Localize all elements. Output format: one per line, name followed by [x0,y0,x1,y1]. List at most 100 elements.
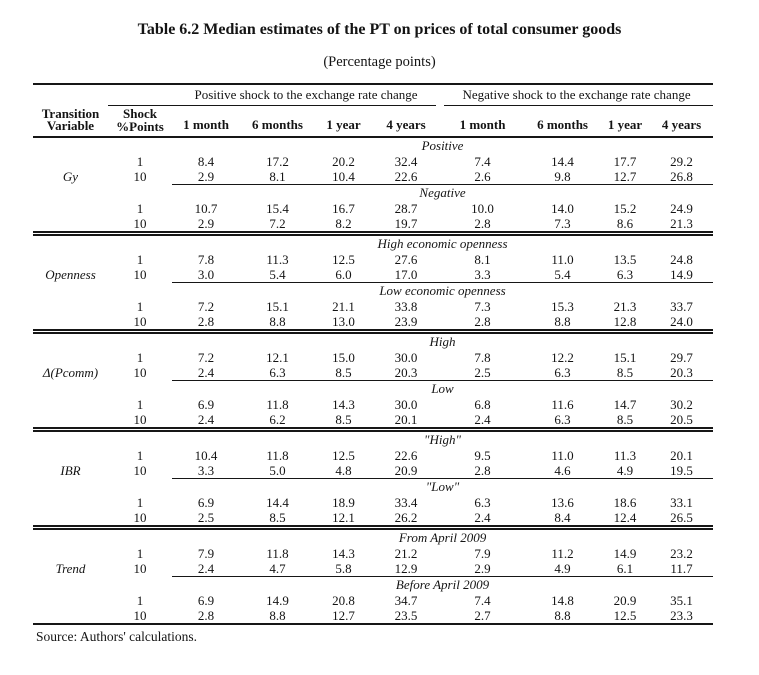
value-cell: 10.7 [194,201,218,216]
value-cell: 7.3 [474,299,491,314]
value-cell: 6.3 [525,412,601,432]
negative-shock-group-header: Negative shock to the exchange rate chan… [436,83,714,109]
value-cell: 18.6 [613,495,637,510]
table-subtitle: (Percentage points) [323,54,436,70]
column-header-row: Transition Variable Shock %Points 1 mont… [33,105,714,138]
variable-cell: Openness [45,267,96,283]
data-row: Openness 10 3.0 5.4 6.0 17.0 3.3 5.4 6.3 14.9 [33,267,714,283]
value-cell: 20.2 [332,154,355,169]
value-cell: 6.3 [474,495,491,510]
value-cell: 23.9 [372,314,441,334]
block-label: Low economic openness [379,283,506,298]
value-cell: 29.2 [670,154,693,169]
value-cell: 12.1 [315,510,372,530]
variable-cell [33,608,108,625]
block-label-row: "High" [33,430,713,449]
value-cell: 26.5 [650,510,714,530]
value-cell: 6.2 [240,412,315,432]
value-cell: 23.2 [670,546,693,561]
variable-cell [33,448,108,463]
value-cell: 35.1 [670,593,693,608]
value-cell: 8.2 [315,216,372,236]
variable-cell [33,510,108,530]
value-cell: 23.3 [650,608,714,625]
value-cell: 11.3 [266,252,289,267]
value-cell: 22.6 [372,169,441,185]
value-cell: 30.2 [670,397,693,412]
value-cell: 14.4 [551,154,574,169]
value-cell: 14.0 [551,201,574,216]
value-cell: 12.5 [332,448,355,463]
shock-cell: 10 [108,412,172,432]
block-label-row: Low economic openness [33,283,713,300]
value-cell: 14.9 [650,267,714,283]
value-cell: 34.7 [394,593,418,608]
block-label-row: Negative [33,185,713,202]
value-cell: 9.5 [474,448,491,463]
value-cell: 7.4 [474,154,491,169]
value-cell: 15.2 [613,201,637,216]
shock-cell: 1 [136,546,144,561]
shock-cell: 10 [108,314,172,334]
value-cell: 33.8 [394,299,418,314]
value-cell: 2.5 [440,365,526,381]
value-cell: 11.7 [650,561,714,577]
value-cell: 15.0 [332,350,355,365]
value-cell: 12.8 [600,314,651,334]
value-cell: 11.8 [266,448,289,463]
value-cell: 26.8 [650,169,714,185]
col-header-positive-6-months: 6 months [240,105,315,138]
variable-cell: Δ(Pcomm) [42,365,99,381]
block-label-row: High economic openness [33,234,713,253]
value-cell: 27.6 [394,252,418,267]
variable-cell [33,593,108,608]
value-cell: 2.6 [440,169,526,185]
data-row: 10 2.8 8.8 12.7 23.5 2.7 8.8 12.5 23.3 [33,608,714,625]
value-cell: 17.2 [266,154,289,169]
value-cell: 11.3 [613,448,637,463]
value-cell: 14.9 [266,593,289,608]
value-cell: 14.9 [613,546,637,561]
value-cell: 12.1 [266,350,289,365]
source-note: Source: Authors' calculations. [36,629,198,644]
shock-cell: 1 [136,154,144,169]
data-row: 1 6.9 14.9 20.8 34.7 7.4 14.8 20.9 35.1 [33,593,713,608]
value-cell: 33.7 [670,299,693,314]
block-label-row: From April 2009 [33,528,713,547]
value-cell: 2.4 [440,510,526,530]
shock-cell: 10 [108,510,172,530]
col-header-positive-1-year: 1 year [315,105,372,138]
data-row: 10 2.5 8.5 12.1 26.2 2.4 8.4 12.4 26.5 [33,510,714,530]
value-cell: 5.0 [240,463,315,479]
spacer-cell [33,137,172,154]
variable-cell [33,412,108,432]
value-cell: 16.7 [332,201,355,216]
variable-cell [33,252,108,267]
data-row: 1 6.9 11.8 14.3 30.0 6.8 11.6 14.7 30.2 [33,397,713,412]
value-cell: 6.3 [525,365,601,381]
block-label: Low [431,381,454,396]
data-row: Δ(Pcomm) 10 2.4 6.3 8.5 20.3 2.5 6.3 8.5 20.3 [33,365,714,381]
block-label-row: High [33,332,713,351]
value-cell: 7.3 [525,216,601,236]
value-cell: 8.5 [315,412,372,432]
value-cell: 8.1 [474,252,491,267]
value-cell: 7.4 [474,593,491,608]
value-cell: 24.8 [670,252,693,267]
value-cell: 2.8 [440,463,526,479]
value-cell: 7.8 [197,252,215,267]
value-cell: 4.6 [525,463,601,479]
value-cell: 4.7 [240,561,315,577]
value-cell: 11.0 [551,252,574,267]
value-cell: 7.9 [474,546,491,561]
shock-cell: 1 [136,397,144,412]
spacer-cell [33,332,172,351]
spacer-cell [33,430,172,449]
value-cell: 8.5 [600,365,651,381]
group-header-row: Positive shock to the exchange rate chan… [33,83,714,109]
value-cell: 8.5 [315,365,372,381]
value-cell: 20.9 [613,593,637,608]
block-label: High economic openness [377,236,508,251]
value-cell: 6.3 [240,365,315,381]
